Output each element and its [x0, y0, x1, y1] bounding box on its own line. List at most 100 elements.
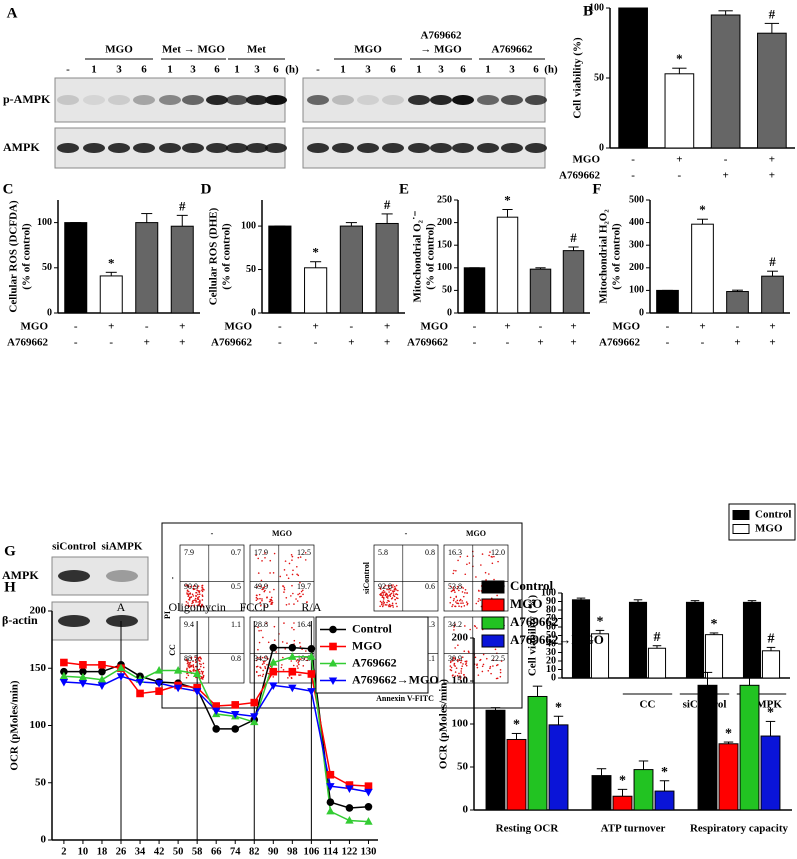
flow-event	[381, 601, 383, 604]
marker	[231, 711, 240, 719]
marker	[269, 657, 278, 666]
blot-band	[382, 95, 404, 105]
y-axis-label: Mitochondrial H₂O₂	[598, 209, 610, 304]
marker	[154, 665, 164, 674]
x-tick-label: 98	[287, 846, 298, 857]
flow-event	[199, 657, 202, 659]
flow-event	[462, 663, 464, 665]
flow-event	[450, 666, 453, 669]
flow-event	[476, 627, 478, 629]
flow-event	[462, 602, 464, 604]
x-tick-label: 2	[61, 846, 66, 857]
lane-label: 1	[91, 64, 97, 76]
flow-event	[186, 593, 189, 595]
factor-level: -	[278, 337, 282, 349]
flow-event	[388, 605, 390, 608]
marker	[59, 678, 69, 687]
flow-event	[484, 571, 487, 574]
blot-band	[265, 143, 287, 153]
factor-name: A769662	[211, 337, 252, 349]
flow-event	[489, 551, 491, 553]
group-label: MGO	[105, 44, 133, 56]
marker	[250, 713, 259, 721]
flow-event	[272, 572, 275, 574]
marker	[98, 667, 106, 676]
quadrant-value: 16.3	[448, 548, 462, 557]
flow-event	[392, 594, 395, 597]
flow-event	[456, 599, 459, 602]
flow-event	[305, 650, 307, 652]
factor-level: +	[676, 154, 682, 166]
flow-event	[264, 589, 266, 592]
marker	[79, 667, 87, 676]
factor-level: +	[144, 337, 150, 349]
flow-event	[383, 591, 386, 593]
flow-event	[299, 556, 302, 558]
flow-event	[263, 605, 266, 607]
legend-swatch	[481, 580, 505, 594]
panel-label: A	[7, 5, 18, 21]
group-label: Met → MGO	[162, 44, 225, 56]
lane-label: 1	[234, 64, 240, 76]
flow-event	[187, 661, 189, 664]
panel-label: D	[201, 181, 212, 197]
flow-event	[298, 674, 300, 677]
flow-event	[299, 642, 301, 644]
flow-event	[482, 663, 485, 666]
flow-event	[383, 586, 385, 589]
blot-band	[106, 570, 138, 582]
flow-event	[269, 572, 271, 574]
marker	[288, 652, 297, 660]
x-tick-label: 106	[303, 846, 319, 857]
marker	[326, 806, 335, 815]
factor-level: -	[145, 321, 149, 333]
flow-event	[198, 662, 201, 665]
flow-event	[379, 605, 381, 608]
flow-event	[262, 673, 265, 676]
legend-label: A769662	[510, 614, 558, 629]
panel-label: C	[3, 181, 14, 197]
flow-event	[451, 659, 454, 661]
flow-event	[476, 664, 478, 666]
y-tick-label: 200	[629, 262, 644, 273]
flow-event	[255, 596, 258, 599]
flow-event	[459, 677, 462, 680]
legend-label: MGO	[510, 596, 543, 611]
flow-event	[194, 656, 196, 659]
flow-event	[382, 600, 385, 602]
flow-event	[390, 592, 393, 595]
marker	[328, 658, 338, 667]
blot-band	[182, 143, 204, 153]
flow-event	[499, 669, 502, 671]
bar	[375, 222, 399, 314]
flow-event	[256, 665, 259, 668]
lane-label: 6	[273, 64, 279, 76]
flow-event	[259, 604, 262, 607]
marker	[364, 817, 373, 825]
factor-level: -	[350, 321, 354, 333]
flow-event	[283, 588, 286, 591]
flow-event	[489, 667, 491, 670]
x-tick-label: 26	[116, 846, 127, 857]
flow-event	[454, 658, 457, 660]
y-axis-label: (% of control)	[425, 223, 437, 290]
flow-event	[452, 603, 454, 606]
flow-event	[386, 601, 388, 604]
flow-event	[201, 585, 203, 587]
flow-event	[457, 644, 459, 647]
legend-swatch	[481, 598, 505, 612]
flow-event	[479, 599, 482, 601]
legend-label: A769662→MGO	[510, 632, 604, 647]
flow-event	[185, 584, 187, 586]
y-tick-label: 100	[37, 217, 52, 228]
flow-event	[202, 666, 205, 669]
lane-label: 3	[116, 64, 122, 76]
flow-event	[185, 600, 188, 603]
significance: *	[676, 51, 683, 66]
blot-band	[307, 143, 329, 153]
blot-band	[106, 615, 138, 627]
marker	[269, 682, 278, 690]
flow-event	[481, 665, 484, 668]
flow-event	[454, 623, 456, 626]
